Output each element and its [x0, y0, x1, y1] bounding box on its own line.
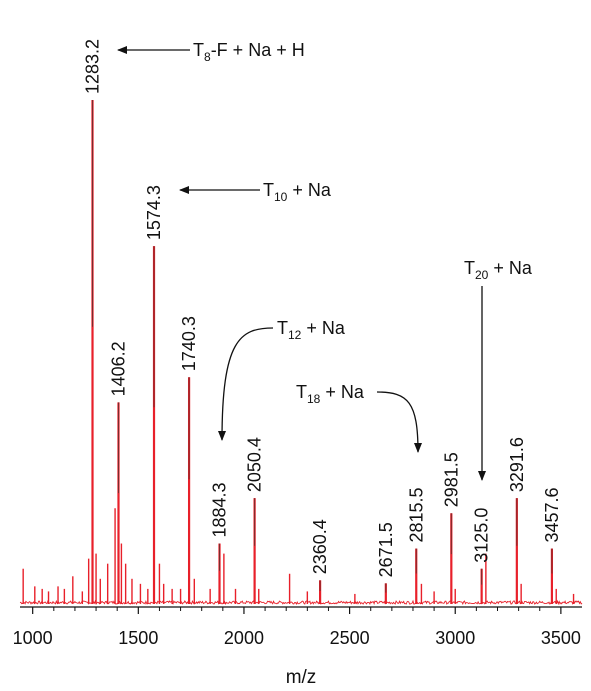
ion-annotation-label: T8-F + Na + H: [193, 40, 305, 64]
x-axis-title: m/z: [286, 667, 317, 688]
x-tick-label: 3000: [435, 628, 475, 648]
spectrum-baseline: [19, 599, 583, 606]
annotation-arrow: [218, 327, 274, 441]
ion-annotation-label: T18 + Na: [296, 382, 365, 406]
x-axis: 1000 1500 2000 2500 3000 3500: [13, 606, 582, 648]
x-tick-label: 2500: [330, 628, 370, 648]
x-tick-label: 2000: [224, 628, 264, 648]
ion-annotation-label: T12 + Na: [277, 318, 346, 342]
baseline-noise: [19, 599, 583, 606]
peak-label: 3125.0: [472, 508, 492, 563]
peak-label: 1884.3: [210, 482, 230, 537]
peak-label: 3291.6: [507, 437, 527, 492]
peak-label: 1574.3: [144, 185, 164, 240]
x-tick-label: 3500: [541, 628, 581, 648]
peak-label: 2981.5: [441, 452, 461, 507]
ion-annotation-label: T20 + Na: [464, 258, 533, 282]
peak-label: 2671.5: [376, 522, 396, 577]
peak-label: 2815.5: [406, 487, 426, 542]
peak-label: 1283.2: [83, 39, 103, 94]
x-tick-label: 1500: [118, 628, 158, 648]
peak-label: 2360.4: [310, 519, 330, 574]
peak-label: 3457.6: [542, 487, 562, 542]
annotation-arrow: [376, 391, 422, 453]
spectrum-peaks: [22, 100, 575, 604]
peak-labels: 1283.2 1406.2 1574.3 1740.3 1884.3 2050.4 2360…: [83, 39, 562, 577]
ion-annotation-label: T10 + Na: [263, 180, 332, 204]
x-tick-label: 1000: [13, 628, 53, 648]
peak-label: 1406.2: [108, 341, 128, 396]
peak-label: 2050.4: [245, 437, 265, 492]
peak-label: 1740.3: [179, 316, 199, 371]
ion-annotations: T8-F + Na + H T10 + Na T12 + Na T18 + Na T20…: [117, 40, 533, 481]
